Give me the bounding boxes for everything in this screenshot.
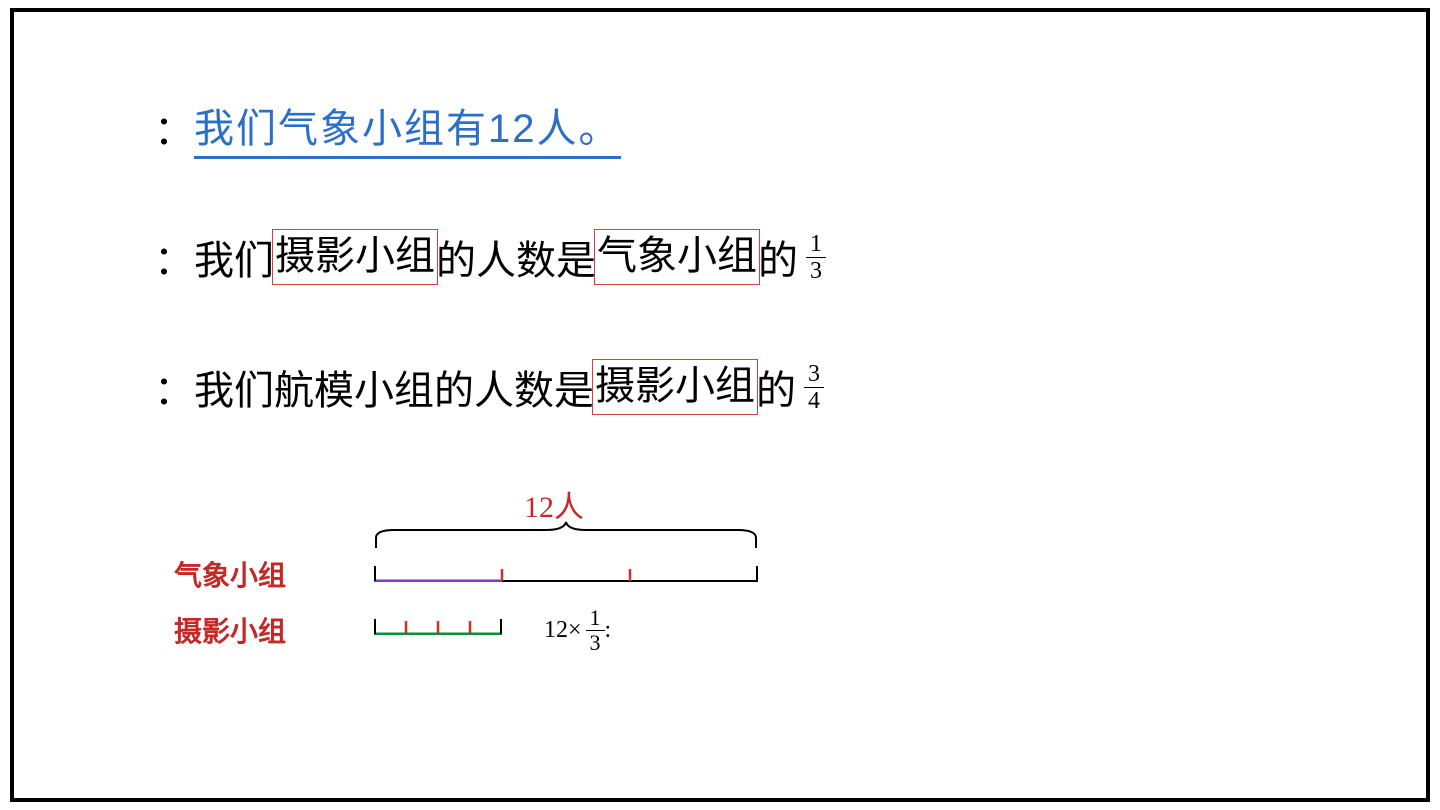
bullet-3: ： <box>154 358 194 416</box>
slide-content: ： 我们气象小组有12人。 ： 我们 摄影小组 的人数是 气象小组 的 1 3 … <box>14 12 1426 702</box>
eq-numerator: 1 <box>586 607 605 630</box>
equation-fraction: 1 3 <box>586 607 605 654</box>
fraction-denominator: 4 <box>804 387 824 413</box>
line-2-mid: 的人数是 <box>436 228 596 286</box>
fraction-numerator: 1 <box>806 232 826 257</box>
line-2: ： 我们 摄影小组 的人数是 气象小组 的 1 3 <box>154 222 1306 292</box>
line-2-post: 的 <box>758 228 798 286</box>
brace-icon <box>374 520 758 550</box>
line-2-box-2: 气象小组 <box>594 229 760 285</box>
fraction-numerator: 3 <box>804 362 824 387</box>
line-2-pre: 我们 <box>194 228 274 286</box>
row1-label: 气象小组 <box>174 554 286 594</box>
bar-photo-group <box>374 617 502 635</box>
line-1-text: 我们气象小组有12人。 <box>194 96 621 159</box>
bullet-1: ： <box>154 98 194 156</box>
line-3-pre: 我们航模小组的人数是 <box>194 358 594 416</box>
eq-denominator: 3 <box>586 630 605 654</box>
line-1: ： 我们气象小组有12人。 <box>154 92 1306 162</box>
line-3-post: 的 <box>756 358 796 416</box>
line-3: ： 我们航模小组的人数是 摄影小组 的 3 4 <box>154 352 1306 422</box>
equation-base: 12× <box>544 617 582 644</box>
fraction-denominator: 3 <box>806 257 826 283</box>
line-2-fraction: 1 3 <box>806 232 826 283</box>
bullet-2: ： <box>154 228 194 286</box>
slide-frame: ： 我们气象小组有12人。 ： 我们 摄影小组 的人数是 气象小组 的 1 3 … <box>10 8 1430 802</box>
equation: 12× 1 3 : <box>544 607 611 654</box>
equation-suffix: : <box>605 617 612 644</box>
line-3-fraction: 3 4 <box>804 362 824 413</box>
line-2-box-1: 摄影小组 <box>272 229 438 285</box>
bar-diagram: 12人 气象小组 摄影小组 <box>154 482 1054 702</box>
line-3-box-1: 摄影小组 <box>592 359 758 415</box>
row2-label: 摄影小组 <box>174 610 286 650</box>
bar-weather-group <box>374 564 758 582</box>
